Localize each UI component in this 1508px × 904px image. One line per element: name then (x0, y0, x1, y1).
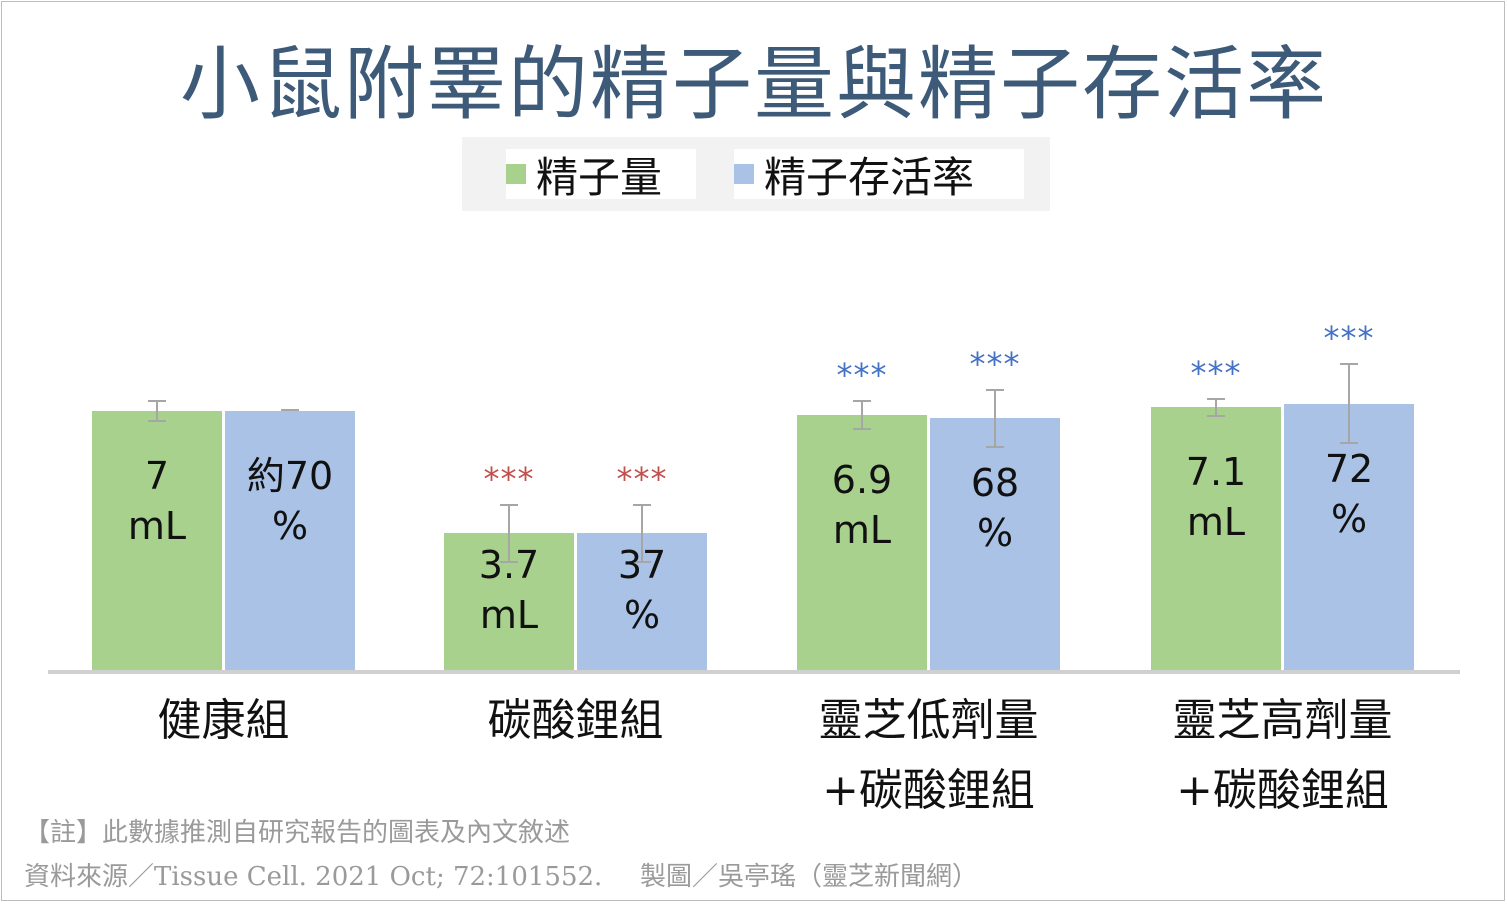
significance-1-3: *** (1323, 318, 1375, 357)
significance-0-3: *** (1190, 354, 1242, 393)
error-cap-bottom-0-2 (853, 427, 871, 430)
error-cap-top-0-0 (148, 399, 166, 402)
legend-swatch-green (506, 164, 526, 184)
error-bar-0-2 (861, 399, 863, 430)
error-cap-bottom-1-1 (633, 560, 651, 563)
significance-1-2: *** (969, 344, 1021, 383)
legend-label-survival-rate: 精子存活率 (764, 152, 975, 202)
category-label-3: 靈芝高劑量 +碳酸鋰組 (1172, 695, 1393, 816)
legend-item-survival-rate: 精子存活率 (734, 149, 1024, 202)
error-cap-bottom-0-3 (1207, 414, 1225, 417)
legend-swatch-blue (734, 164, 754, 184)
error-cap-top-0-2 (853, 399, 871, 402)
bar-sperm-count-2 (797, 414, 927, 670)
error-cap-top-1-2 (986, 388, 1004, 391)
error-cap-bottom-1-2 (986, 446, 1004, 448)
error-bar-1-2 (994, 388, 996, 448)
legend-item-sperm-count: 精子量 (506, 149, 696, 202)
error-cap-top-0-1 (500, 503, 518, 506)
bar-sperm-count-0 (92, 411, 222, 670)
significance-0-1: *** (483, 459, 535, 498)
bar-survival-rate-3 (1284, 403, 1414, 670)
footer-note: 【註】此數據推測自研究報告的圖表及內文敘述 (24, 818, 571, 848)
bar-survival-rate-2 (930, 418, 1060, 670)
footer-credit: 製圖／吳亭瑤（靈芝新聞網） (640, 862, 979, 892)
footer-source: 資料來源／Tissue Cell. 2021 Oct; 72:101552. (24, 862, 603, 892)
category-label-1: 碳酸鋰組 (487, 695, 664, 746)
error-cap-top-1-3 (1340, 362, 1358, 365)
legend: 精子量 精子存活率 (462, 137, 1050, 211)
error-cap-bottom-0-1 (500, 560, 518, 563)
significance-1-1: *** (616, 459, 668, 498)
bar-value-label-1-3: 72% (1324, 446, 1374, 541)
category-label-0: 健康組 (157, 695, 290, 746)
category-label-2: 靈芝低劑量 +碳酸鋰組 (818, 695, 1039, 816)
bar-value-label-1-0: 約70% (246, 454, 334, 548)
bar-value-label-1-2: 68% (970, 461, 1020, 556)
significance-0-2: *** (836, 355, 888, 394)
error-cap-bottom-0-0 (148, 420, 166, 423)
chart-title: 小鼠附睪的精子量與精子存活率 (180, 38, 1328, 131)
bar-value-label-0-0: 7 mL (127, 454, 187, 548)
error-bar-1-3 (1348, 362, 1350, 445)
error-bar-0-3 (1215, 398, 1217, 417)
bar-value-label-0-3: 7.1 mL (1185, 450, 1247, 545)
error-cap-top-0-3 (1207, 398, 1225, 401)
error-bar-0-1 (508, 503, 510, 563)
bar-value-label-0-2: 6.9 mL (831, 457, 893, 552)
bar-value-label-1-1: 37% (617, 543, 667, 637)
error-bar-0-0 (156, 399, 158, 423)
error-bar-1-1 (641, 503, 643, 563)
bar-sperm-count-3 (1151, 407, 1281, 670)
error-cap-bottom-1-3 (1340, 442, 1358, 445)
x-axis-baseline (48, 670, 1460, 674)
legend-label-sperm-count: 精子量 (536, 152, 663, 202)
error-cap-top-1-1 (633, 503, 651, 506)
bar-value-label-0-1: 3.7 mL (478, 543, 540, 637)
bar-survival-rate-0 (225, 411, 355, 670)
error-cap-top-1-0 (281, 409, 299, 411)
